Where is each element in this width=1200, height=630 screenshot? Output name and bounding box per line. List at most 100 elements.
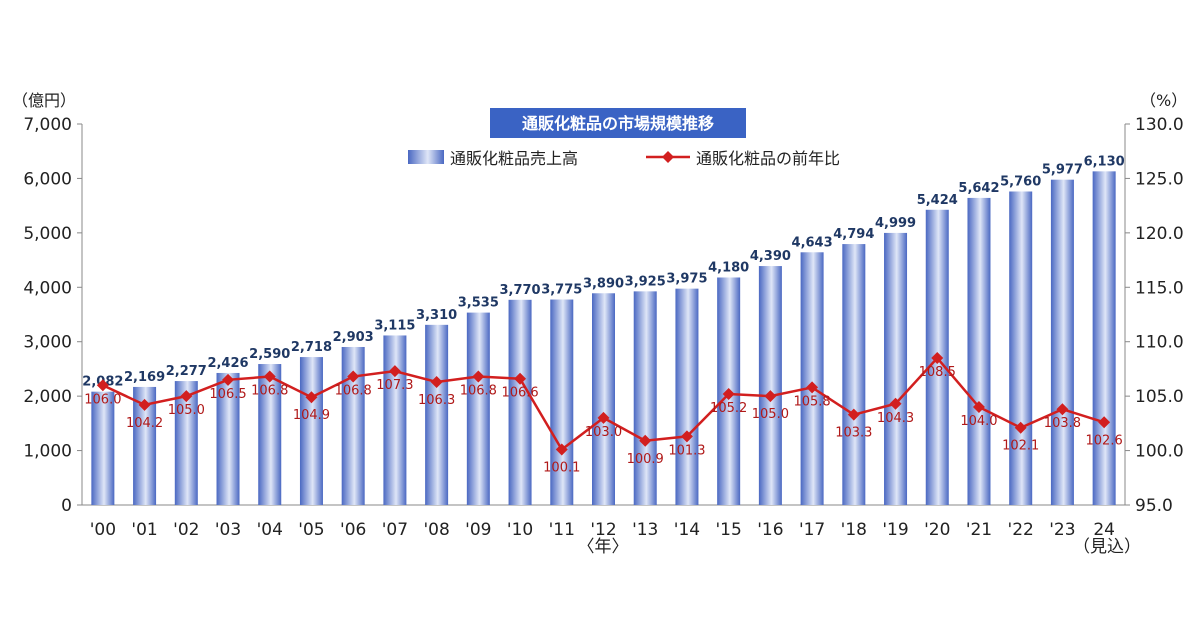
x-tick-label: '20 <box>924 520 950 540</box>
bar <box>884 232 908 506</box>
line-value-label: 105.0 <box>752 407 789 422</box>
line-point <box>1056 403 1069 416</box>
bar <box>258 364 282 505</box>
bar <box>675 288 699 505</box>
right-axis-unit: （%） <box>1140 91 1187 110</box>
line-point <box>597 411 610 424</box>
left-tick-label: 6,000 <box>23 169 72 189</box>
legend: 通販化粧品売上高 通販化粧品の前年比 <box>408 149 840 168</box>
bar-value-label: 3,535 <box>458 296 499 311</box>
bar <box>1050 179 1074 506</box>
x-axis-ticks: '00 '01 '02 '03 '04 '05 '06 '07 '08 '09 '10 '11 '12 '… <box>90 520 1115 540</box>
line-value-label: 104.3 <box>877 411 914 426</box>
line-value-label: 103.8 <box>1044 416 1081 431</box>
line-value-label: 100.9 <box>627 452 664 467</box>
forecast-note: （見込） <box>1073 537 1141 557</box>
line-point <box>347 370 360 383</box>
line-point <box>972 401 985 414</box>
line-point <box>722 387 735 400</box>
bar-value-labels: 2,0822,1692,2772,4262,5902,7182,9033,115… <box>82 154 1124 389</box>
right-tick-label: 115.0 <box>1135 278 1184 298</box>
line-value-labels: 106.0 104.2 105.0 106.5 106.8 104.9 106.8 107.3… <box>84 365 1122 475</box>
bar <box>425 324 449 505</box>
line-point <box>639 434 652 447</box>
x-tick-label: '18 <box>841 520 867 540</box>
right-tick-label: 95.0 <box>1135 496 1173 516</box>
left-tick-label: 0 <box>61 496 72 516</box>
line-point <box>555 443 568 456</box>
right-tick-label: 100.0 <box>1135 442 1184 462</box>
line-value-label: 103.0 <box>585 425 622 440</box>
x-tick-label: '07 <box>382 520 408 540</box>
bar-value-label: 3,310 <box>416 308 457 323</box>
bar-value-label: 5,977 <box>1042 163 1083 178</box>
line-point <box>931 352 944 365</box>
right-axis-ticks: 95.0 100.0 105.0 110.0 115.0 120.0 125.0 130.0 <box>1125 115 1184 516</box>
left-tick-label: 2,000 <box>23 387 72 407</box>
bar-value-label: 3,770 <box>499 283 540 298</box>
bar-value-label: 2,590 <box>249 347 290 362</box>
line-value-label: 105.8 <box>793 394 830 409</box>
line-point <box>180 390 193 403</box>
right-tick-label: 110.0 <box>1135 333 1184 353</box>
bar-value-label: 5,642 <box>958 181 999 196</box>
x-tick-label: '12 <box>590 520 616 540</box>
bar <box>216 372 240 505</box>
x-tick-label: 24 <box>1093 520 1115 540</box>
x-axis-unit: 〈年〉 <box>578 537 629 557</box>
bar <box>967 197 991 505</box>
bar-value-label: 5,760 <box>1000 174 1041 189</box>
line-point <box>1014 421 1027 434</box>
x-tick-label: '14 <box>674 520 700 540</box>
x-tick-label: '00 <box>90 520 116 540</box>
line-point <box>263 370 276 383</box>
line-value-label: 106.8 <box>460 384 497 399</box>
bar-value-label: 2,426 <box>207 356 248 371</box>
bar-value-label: 3,775 <box>541 283 582 298</box>
x-tick-label: '21 <box>966 520 992 540</box>
x-tick-label: '19 <box>882 520 908 540</box>
line-value-label: 106.3 <box>418 393 455 408</box>
bar-value-label: 2,903 <box>333 330 374 345</box>
line-point <box>388 365 401 378</box>
bar <box>133 386 157 505</box>
line-point <box>430 375 443 388</box>
x-tick-label: '06 <box>340 520 366 540</box>
legend-line-label: 通販化粧品の前年比 <box>696 149 840 168</box>
bar-series <box>91 171 1116 506</box>
line-value-label: 108.5 <box>919 365 956 380</box>
line-value-label: 106.6 <box>501 386 538 401</box>
chart-title: 通販化粧品の市場規模推移 <box>522 114 714 133</box>
chart-title-background <box>490 108 746 138</box>
bar <box>299 357 323 505</box>
bar-value-label: 2,718 <box>291 340 332 355</box>
bar-value-label: 3,975 <box>666 272 707 287</box>
line-point <box>1098 416 1111 429</box>
x-tick-label: '17 <box>799 520 825 540</box>
bar-value-label: 3,890 <box>583 276 624 291</box>
bar <box>1009 191 1033 505</box>
line-point <box>889 397 902 410</box>
bar <box>633 291 657 505</box>
line-value-label: 106.8 <box>251 384 288 399</box>
line-point <box>764 390 777 403</box>
bar-value-label: 4,643 <box>792 235 833 250</box>
bar <box>550 299 574 505</box>
x-tick-label: '13 <box>632 520 658 540</box>
bar-value-label: 5,424 <box>917 193 958 208</box>
bar <box>758 266 782 505</box>
line-point <box>222 373 235 386</box>
legend-line-marker <box>662 151 674 163</box>
line-point <box>472 370 485 383</box>
line-value-label: 102.1 <box>1002 439 1039 454</box>
x-tick-label: '22 <box>1008 520 1034 540</box>
line-point <box>96 379 109 392</box>
bar <box>91 391 115 505</box>
x-tick-label: '05 <box>298 520 324 540</box>
x-tick-label: '15 <box>716 520 742 540</box>
line-value-label: 106.0 <box>84 392 121 407</box>
line-value-label: 104.9 <box>293 408 330 423</box>
x-tick-label: '01 <box>131 520 157 540</box>
left-tick-label: 3,000 <box>23 333 72 353</box>
line-point <box>847 408 860 421</box>
